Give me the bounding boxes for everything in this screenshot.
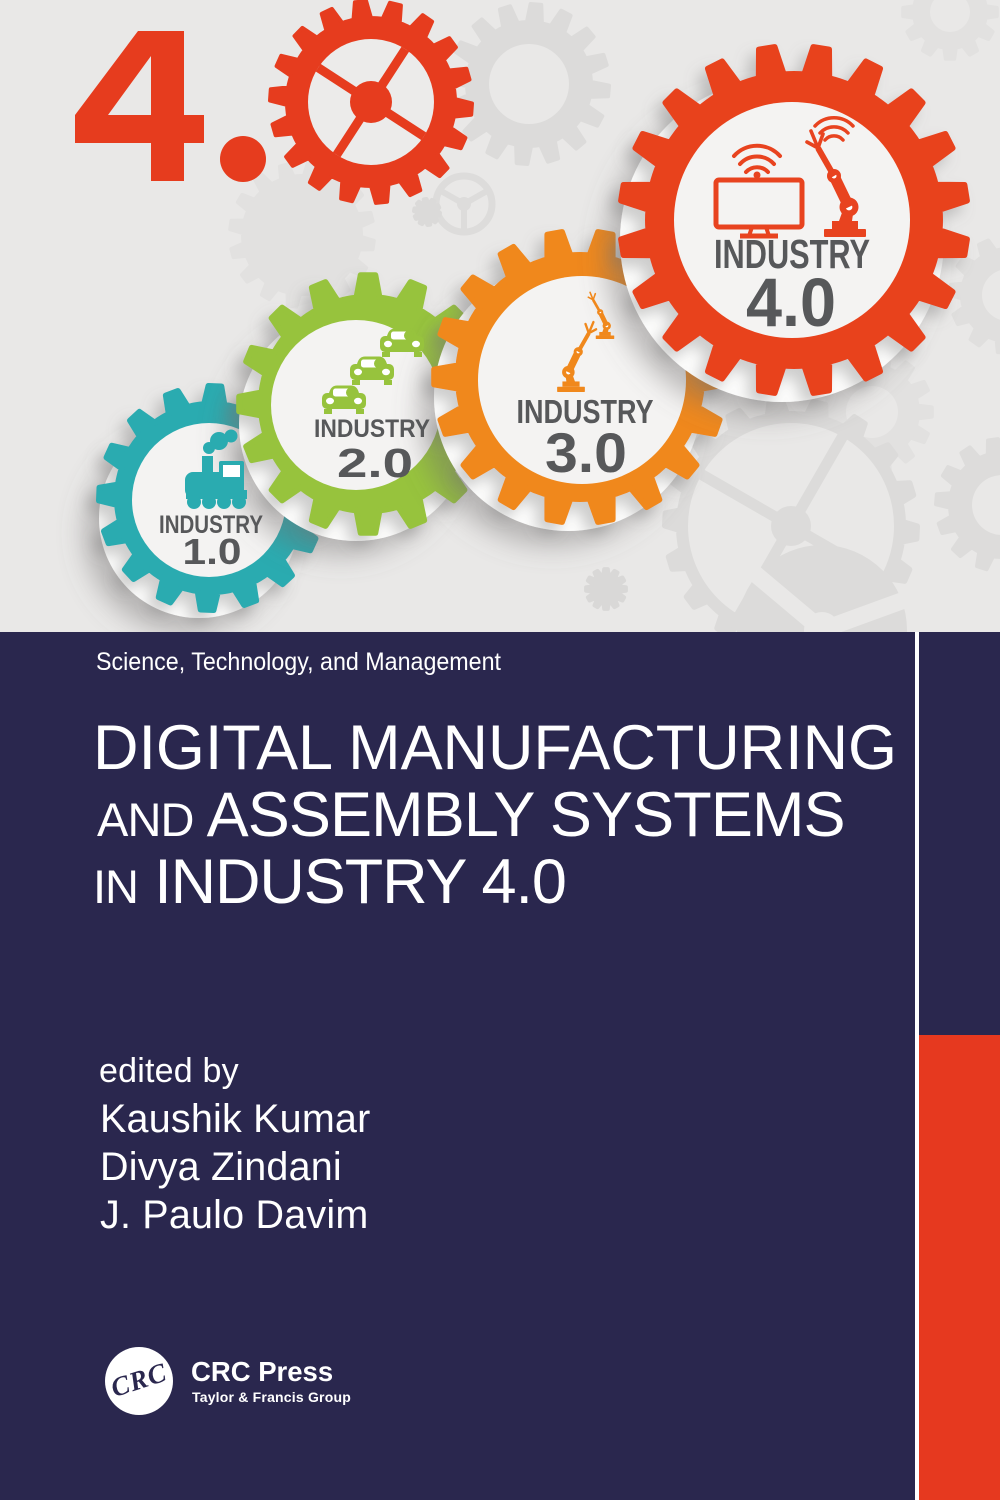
svg-text:3.0: 3.0 xyxy=(545,421,627,484)
svg-text:INDUSTRY: INDUSTRY xyxy=(714,231,870,277)
svg-text:1.0: 1.0 xyxy=(183,531,242,572)
svg-text:4.0: 4.0 xyxy=(746,264,836,341)
svg-text:INDUSTRY: INDUSTRY xyxy=(159,511,263,539)
svg-text:INDUSTRY: INDUSTRY xyxy=(314,415,430,443)
svg-text:INDUSTRY: INDUSTRY xyxy=(517,393,654,430)
svg-text:2.0: 2.0 xyxy=(337,440,413,486)
